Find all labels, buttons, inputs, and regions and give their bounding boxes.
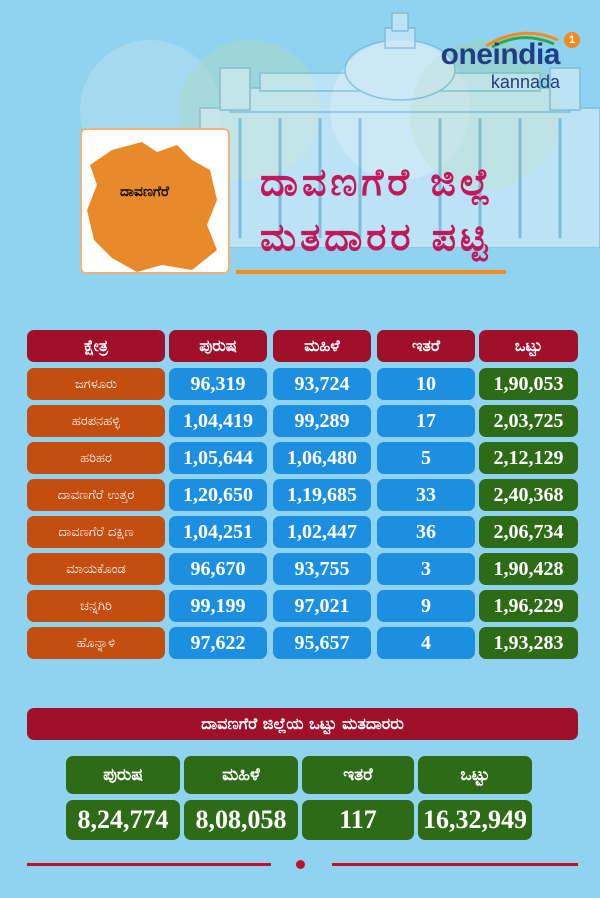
page-title-line-1: ದಾವಣಗೆರೆ ಜಿಲ್ಲೆ xyxy=(260,160,495,204)
cell-male: 1,04,419 xyxy=(169,405,267,437)
map-label: ದಾವಣಗೆರೆ xyxy=(120,184,169,200)
cell-male: 1,04,251 xyxy=(169,516,267,548)
vidhana-soudha-illustration xyxy=(199,12,600,248)
cell-other: 9 xyxy=(377,590,475,622)
logo-arc-icon xyxy=(485,31,559,48)
district-map-card: ದಾವಣಗೆರೆ xyxy=(80,128,230,274)
constituency-name: ಹೊನ್ನಾಳಿ xyxy=(27,627,165,659)
cell-female: 1,06,480 xyxy=(273,442,371,474)
cell-total: 1,96,229 xyxy=(479,590,578,622)
page-title-line-2: ಮತದಾರರ ಪಟ್ಟಿ xyxy=(260,215,492,259)
cell-total: 1,90,053 xyxy=(479,368,578,400)
hero-banner xyxy=(0,0,600,300)
cell-female: 99,289 xyxy=(273,405,371,437)
title-underline xyxy=(236,270,506,274)
cell-male: 96,319 xyxy=(169,368,267,400)
cell-male: 1,05,644 xyxy=(169,442,267,474)
constituency-name: ದಾವಣಗೆರೆ ಉತ್ತರ xyxy=(27,479,165,511)
summary-value-female: 8,08,058 xyxy=(184,800,298,840)
cell-male: 99,199 xyxy=(169,590,267,622)
header-male: ಪುರುಷ xyxy=(169,330,267,362)
cell-male: 1,20,650 xyxy=(169,479,267,511)
district-map-icon xyxy=(87,142,217,272)
header-constituency: ಕ್ಷೇತ್ರ xyxy=(27,330,165,362)
cell-total: 2,12,129 xyxy=(479,442,578,474)
cell-total: 2,40,368 xyxy=(479,479,578,511)
cell-other: 33 xyxy=(377,479,475,511)
cell-other: 17 xyxy=(377,405,475,437)
header-female: ಮಹಿಳೆ xyxy=(273,330,371,362)
cell-total: 2,03,725 xyxy=(479,405,578,437)
footer-line-right xyxy=(332,863,578,866)
summary-value-other: 117 xyxy=(302,800,414,840)
cell-other: 4 xyxy=(377,627,475,659)
cell-female: 93,755 xyxy=(273,553,371,585)
cell-other: 5 xyxy=(377,442,475,474)
constituency-name: ಮಾಯಕೊಂಡ xyxy=(27,553,165,585)
cell-other: 10 xyxy=(377,368,475,400)
cell-other: 36 xyxy=(377,516,475,548)
constituency-name: ದಾವಣಗೆರೆ ದಕ್ಷಿಣ xyxy=(27,516,165,548)
summary-label-total: ಒಟ್ಟು xyxy=(418,756,532,794)
header-total: ಒಟ್ಟು xyxy=(479,330,578,362)
oneindia-logo[interactable]: oneindia 1 kannada xyxy=(432,28,582,92)
summary-label-male: ಪುರುಷ xyxy=(66,756,180,794)
constituency-name: ಚನ್ನಗಿರಿ xyxy=(27,590,165,622)
logo-subtitle: kannada xyxy=(490,72,560,92)
summary-label-female: ಮಹಿಳೆ xyxy=(184,756,298,794)
cell-male: 97,622 xyxy=(169,627,267,659)
footer-dot xyxy=(296,860,305,869)
constituency-name: ಹರಪನಹಳ್ಳಿ xyxy=(27,405,165,437)
logo-wordmark: oneindia xyxy=(440,38,561,71)
footer-line-left xyxy=(27,863,271,866)
summary-value-male: 8,24,774 xyxy=(66,800,180,840)
cell-female: 1,19,685 xyxy=(273,479,371,511)
cell-male: 96,670 xyxy=(169,553,267,585)
cell-total: 2,06,734 xyxy=(479,516,578,548)
logo-badge: 1 xyxy=(564,32,580,48)
cell-female: 93,724 xyxy=(273,368,371,400)
cell-female: 1,02,447 xyxy=(273,516,371,548)
cell-other: 3 xyxy=(377,553,475,585)
constituency-name: ಜಗಳೂರು xyxy=(27,368,165,400)
summary-value-total: 16,32,949 xyxy=(418,800,532,840)
constituency-name: ಹರಿಹರ xyxy=(27,442,165,474)
cell-female: 95,657 xyxy=(273,627,371,659)
cell-total: 1,93,283 xyxy=(479,627,578,659)
cell-female: 97,021 xyxy=(273,590,371,622)
header-other: ಇತರೆ xyxy=(377,330,475,362)
summary-banner: ದಾವಣಗೆರೆ ಜಿಲ್ಲೆಯ ಒಟ್ಟು ಮತದಾರರು xyxy=(27,708,578,740)
summary-label-other: ಇತರೆ xyxy=(302,756,414,794)
cell-total: 1,90,428 xyxy=(479,553,578,585)
